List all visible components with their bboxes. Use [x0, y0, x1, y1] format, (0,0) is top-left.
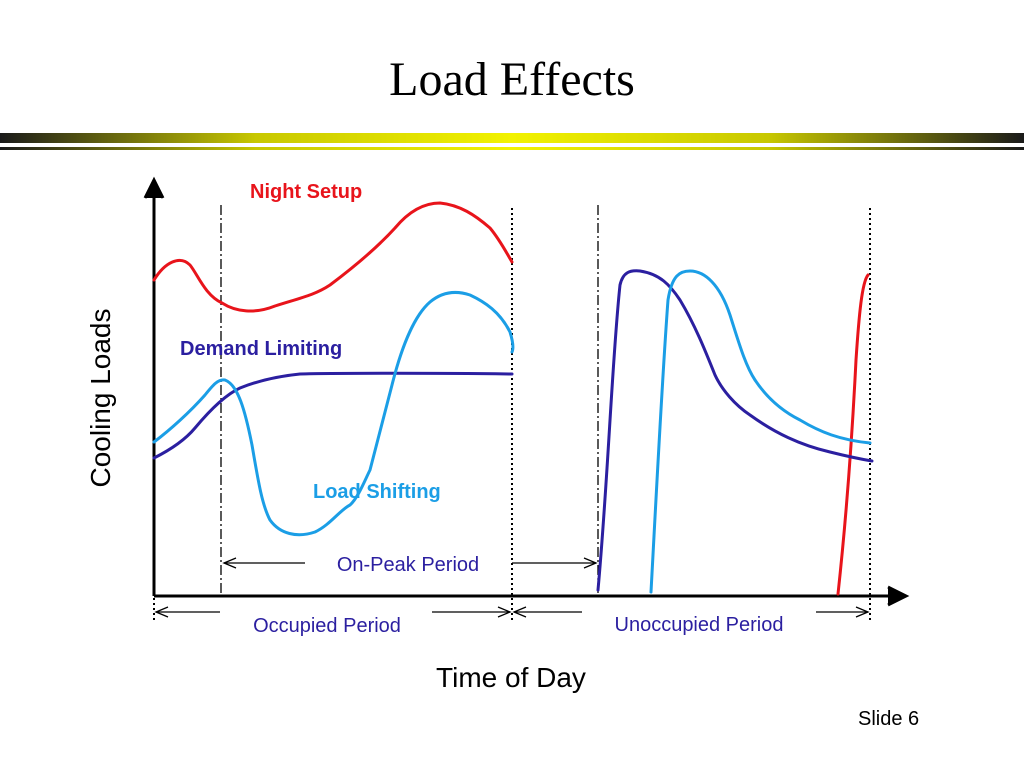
- load-shifting-curve: [152, 290, 515, 537]
- title-divider-thick: [0, 133, 1024, 143]
- on-peak-arrowhead-left-icon: [222, 557, 237, 569]
- night-setup-label: Night Setup: [250, 181, 362, 203]
- occupied-arrowhead-right-icon: [497, 606, 512, 618]
- on-peak-span: [222, 557, 598, 569]
- demand-limiting-curve: [152, 371, 514, 460]
- night-setup-curve-late: [836, 273, 870, 596]
- occupied-period-label: Occupied Period: [253, 615, 401, 637]
- slide-number: Slide 6: [858, 708, 920, 730]
- occupied-arrowhead-left-icon: [154, 606, 169, 618]
- load-shifting-label: Load Shifting: [313, 481, 441, 503]
- period-boundaries: [153, 205, 871, 622]
- x-axis-arrow-icon: [887, 585, 910, 607]
- on-peak-period-label: On-Peak Period: [337, 554, 479, 576]
- unoccupied-arrowhead-left-icon: [512, 606, 527, 618]
- demand-limiting-label: Demand Limiting: [180, 338, 342, 360]
- night-setup-curve: [152, 201, 514, 313]
- title-divider-thin: [0, 147, 1024, 150]
- title-divider: [0, 133, 1024, 150]
- axes: [143, 176, 910, 607]
- demand-limiting-curve-late: [596, 269, 874, 592]
- unoccupied-span: [512, 606, 870, 618]
- y-axis-arrow-icon: [143, 176, 165, 199]
- on-peak-arrowhead-right-icon: [583, 557, 598, 569]
- slide-title: Load Effects: [389, 53, 635, 106]
- x-axis-label: Time of Day: [436, 662, 586, 693]
- load-shifting-curve-late: [649, 269, 872, 594]
- unoccupied-arrowhead-right-icon: [855, 606, 870, 618]
- occupied-span: [154, 606, 512, 618]
- y-axis-label: Cooling Loads: [85, 308, 116, 487]
- unoccupied-period-label: Unoccupied Period: [615, 614, 784, 636]
